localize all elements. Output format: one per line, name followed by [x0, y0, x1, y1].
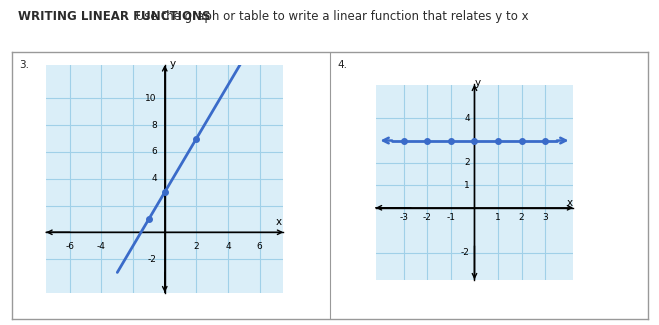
- Text: 10: 10: [146, 94, 157, 103]
- Text: 3.: 3.: [20, 60, 30, 70]
- Text: 6: 6: [257, 242, 262, 251]
- Text: -2: -2: [461, 248, 470, 257]
- Text: -6: -6: [65, 242, 74, 251]
- Text: x: x: [275, 216, 281, 227]
- Text: 8: 8: [151, 121, 157, 130]
- Text: 1: 1: [495, 214, 501, 222]
- Text: 4.: 4.: [337, 60, 347, 70]
- Text: -2: -2: [148, 254, 157, 264]
- Text: 1: 1: [464, 181, 470, 190]
- Text: 4: 4: [151, 174, 157, 183]
- Text: 3: 3: [542, 214, 548, 222]
- Text: -1: -1: [446, 214, 455, 222]
- Text: 2: 2: [464, 159, 470, 167]
- Text: y: y: [169, 59, 176, 69]
- Text: y: y: [475, 78, 481, 88]
- Text: -4: -4: [97, 242, 106, 251]
- Text: 2: 2: [519, 214, 525, 222]
- Text: -2: -2: [423, 214, 432, 222]
- Text: 4: 4: [464, 114, 470, 123]
- Text: Use the graph or table to write a linear function that relates y to x: Use the graph or table to write a linear…: [132, 10, 529, 23]
- Text: WRITING LINEAR FUNCTIONS: WRITING LINEAR FUNCTIONS: [18, 10, 211, 23]
- Text: -3: -3: [399, 214, 409, 222]
- Text: 2: 2: [194, 242, 199, 251]
- Text: x: x: [567, 198, 573, 208]
- Text: 4: 4: [225, 242, 231, 251]
- Text: 6: 6: [151, 148, 157, 156]
